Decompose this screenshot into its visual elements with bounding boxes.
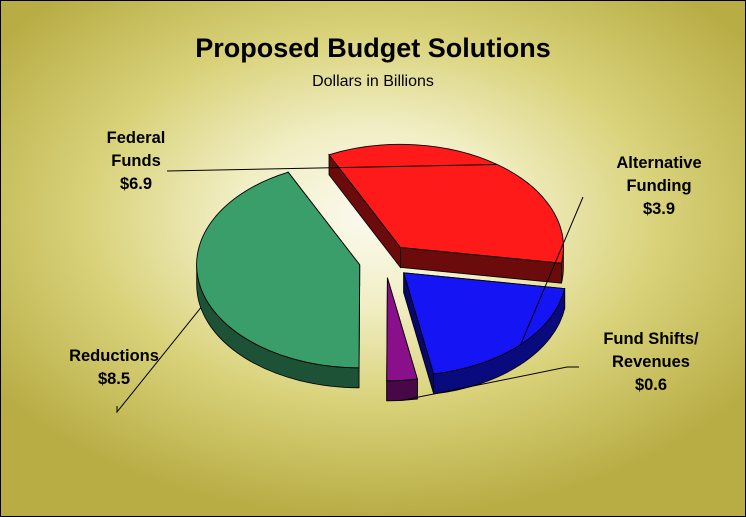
label-alternative-funding-line2: Funding [626,177,692,195]
label-reductions: Reductions $8.5 [39,345,189,391]
leader-line-federal-funds [166,164,498,172]
chart-subtitle: Dollars in Billions [312,73,434,90]
leader-line-fund-shifts-revenues [402,366,579,401]
leader-line-reductions [116,307,202,414]
label-fund-shifts-value: $0.6 [634,376,668,394]
label-alternative-funding-line1: Alternative [616,154,702,172]
slice-federal-funds [328,143,564,264]
label-reductions-value: $8.5 [97,370,131,388]
label-reductions-line1: Reductions [69,347,159,365]
label-federal-funds-line1: Federal [106,129,166,147]
label-fund-shifts-line2: Revenues [612,353,690,371]
label-federal-funds-value: $6.9 [119,175,153,193]
label-federal-funds-line2: Funds [111,152,161,170]
slice-fund-shifts-revenues [386,277,418,382]
slice-fund-shifts-revenues-wall-1 [386,378,418,402]
label-alternative-funding-value: $3.9 [642,200,676,218]
slice-alternative-funding [403,272,566,375]
label-fund-shifts-revenues: Fund Shifts/ Revenues $0.6 [573,328,729,397]
slice-reductions [196,171,361,369]
leader-line-alternative-funding [520,196,584,345]
label-federal-funds: Federal Funds $6.9 [61,127,211,196]
chart-title: Proposed Budget Solutions [195,33,551,63]
label-fund-shifts-line1: Fund Shifts/ [603,330,699,348]
label-alternative-funding: Alternative Funding $3.9 [581,152,737,221]
